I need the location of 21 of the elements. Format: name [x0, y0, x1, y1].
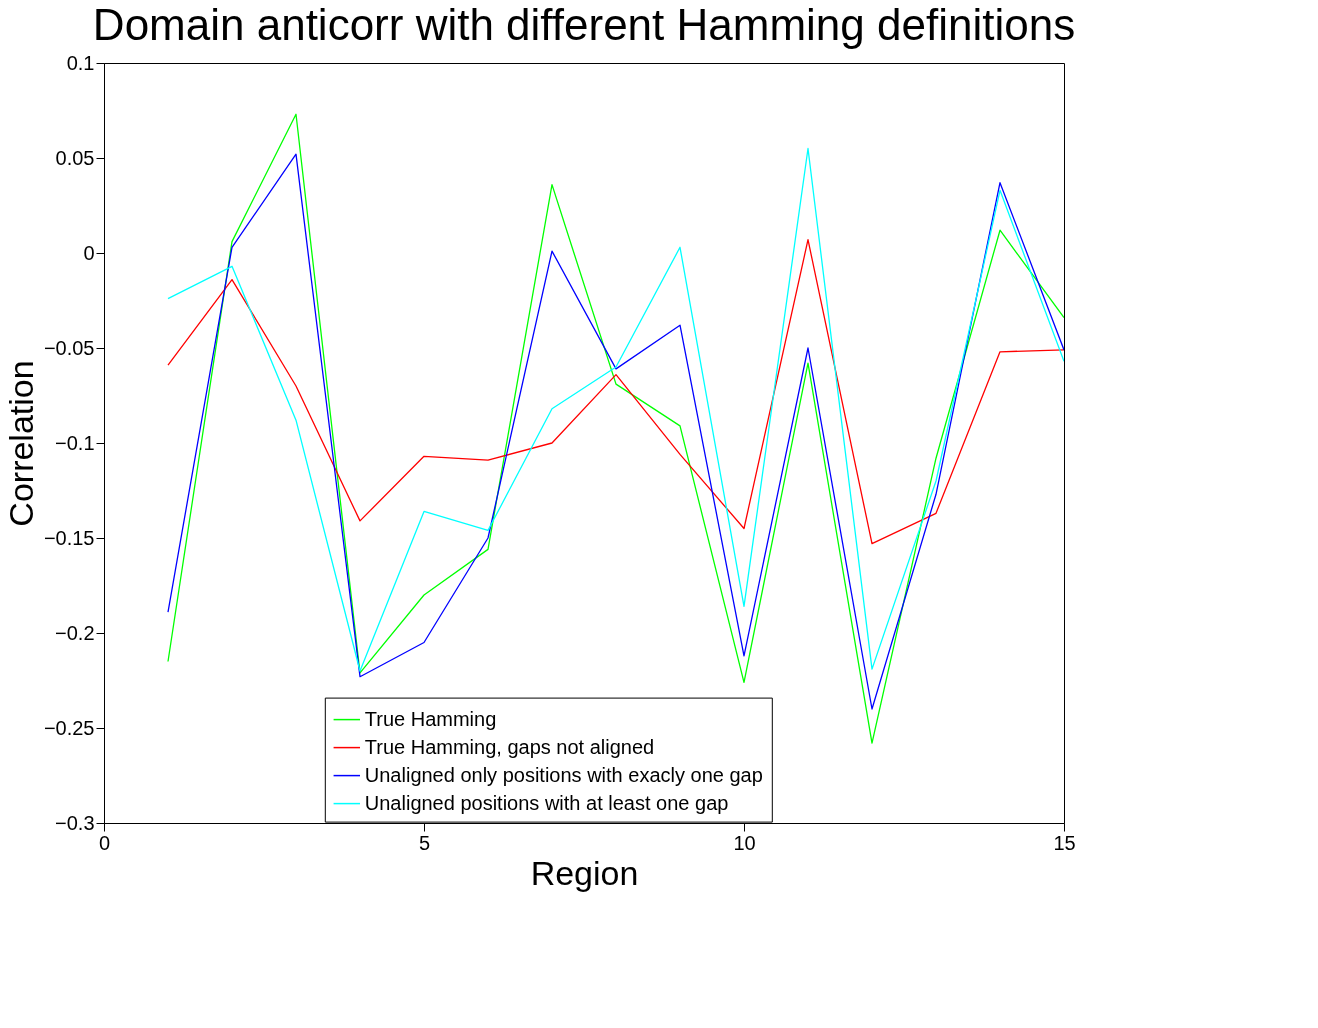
x-tick-label: 10: [733, 831, 756, 854]
legend-label: True Hamming: [364, 707, 497, 730]
y-tick-label: −0.15: [43, 526, 95, 549]
x-tick-label: 5: [418, 831, 431, 854]
y-tick-label: −0.2: [55, 621, 95, 644]
y-tick-label: 0: [83, 241, 95, 264]
legend-label: Unaligned only positions with exacly one gap: [364, 763, 763, 786]
legend-label: Unaligned positions with at least one gap: [364, 791, 729, 814]
y-tick-label: −0.1: [55, 431, 95, 454]
chart-title: Domain anticorr with different Hamming definitions: [92, 0, 1076, 49]
y-tick-label: −0.05: [43, 336, 95, 359]
x-tick-label: 0: [98, 831, 111, 854]
y-axis-title: Correlation: [1, 360, 40, 527]
y-tick-label: 0.05: [55, 146, 95, 169]
x-axis-title: Region: [530, 853, 639, 892]
line-series: [167, 239, 1064, 545]
y-tick-label: 0.1: [66, 51, 95, 74]
x-tick-label: 15: [1053, 831, 1076, 854]
legend-label: True Hamming, gaps not aligned: [364, 735, 655, 758]
y-tick-label: −0.3: [55, 811, 95, 834]
y-tick-label: −0.25: [43, 716, 95, 739]
